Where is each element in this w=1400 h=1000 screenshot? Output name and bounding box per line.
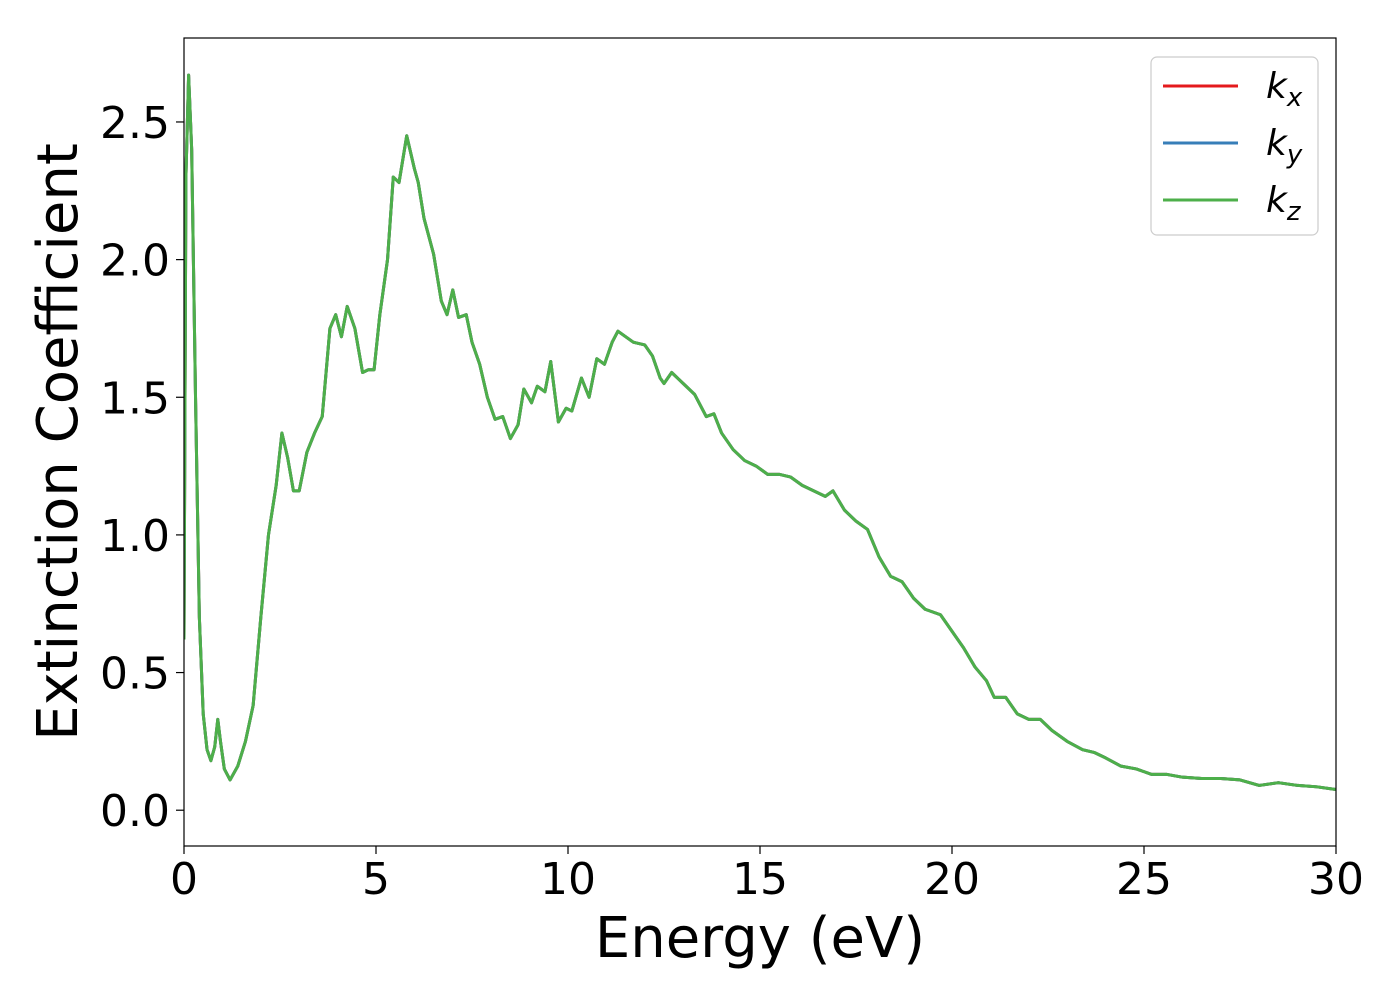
legend-label: kz: [1266, 180, 1302, 227]
legend-label: ky: [1266, 123, 1303, 170]
x-tick-label: 10: [540, 854, 596, 905]
x-tick-label: 5: [362, 854, 390, 905]
y-tick-label: 0.5: [100, 649, 170, 700]
y-tick-label: 1.5: [100, 373, 170, 424]
y-tick-label: 0.0: [100, 786, 170, 837]
legend-label: kx: [1266, 66, 1303, 113]
x-tick-label: 30: [1308, 854, 1364, 905]
y-tick-label: 1.0: [100, 511, 170, 562]
y-tick-label: 2.0: [100, 236, 170, 287]
x-axis-label: Energy (eV): [595, 906, 925, 971]
y-axis-label: Extinction Coefficient: [26, 143, 91, 741]
x-tick-label: 20: [924, 854, 980, 905]
y-tick-label: 2.5: [100, 98, 170, 149]
x-tick-label: 25: [1116, 854, 1172, 905]
plot-area: [184, 73, 1336, 792]
x-tick-label: 15: [732, 854, 788, 905]
legend-box: [1150, 56, 1319, 236]
data-line: [184, 73, 1336, 792]
x-tick-label: 0: [170, 854, 198, 905]
